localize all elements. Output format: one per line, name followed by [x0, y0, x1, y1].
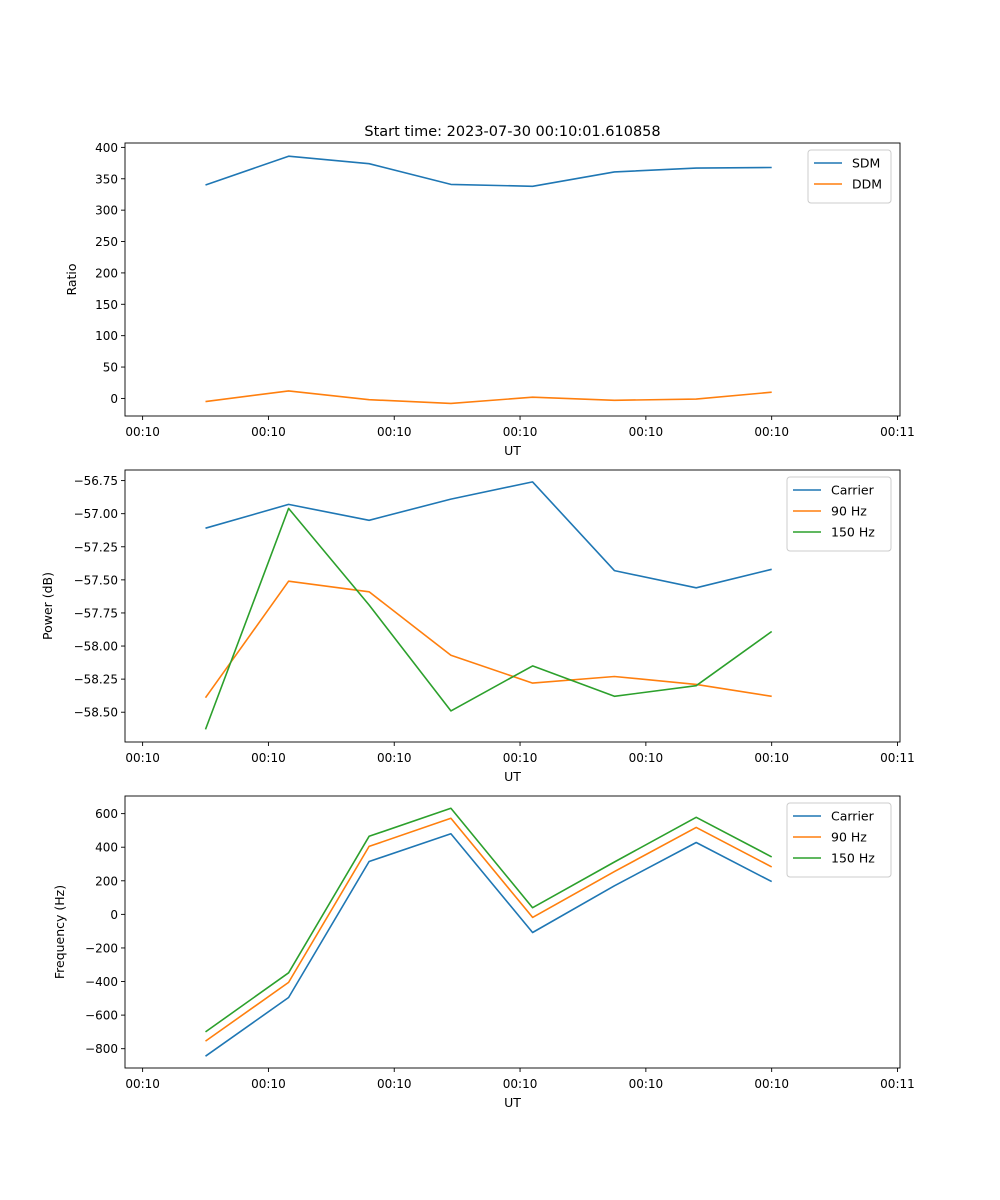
power-panel: −58.50 −58.25 −58.00 −57.75 −57.50 −57.25 −57.… — [40, 469, 915, 784]
y-tick-label: 50 — [103, 361, 118, 375]
y-tick-label: −400 — [85, 975, 118, 989]
x-tick-label: 00:10 — [251, 751, 286, 765]
y-tick-label: −57.00 — [74, 507, 118, 521]
x-tick-label: 00:10 — [251, 425, 286, 439]
x-tick-label: 00:10 — [503, 425, 538, 439]
plot-frame — [124, 142, 901, 417]
x-tick-label: 00:11 — [880, 425, 915, 439]
x-tick-label: 00:10 — [377, 1077, 412, 1091]
y-tick-label: 300 — [95, 204, 118, 218]
y-axis-label: Power (dB) — [40, 572, 55, 640]
y-tick-label: 0 — [110, 392, 118, 406]
legend-label: Carrier — [831, 483, 875, 498]
series-line-150-hz — [204, 507, 773, 730]
x-tick-label: 00:10 — [754, 751, 789, 765]
x-tick-label: 00:10 — [629, 751, 664, 765]
chart-title: Start time: 2023-07-30 00:10:01.610858 — [364, 124, 660, 140]
y-tick-label: 150 — [95, 298, 118, 312]
y-tick-label: 0 — [110, 908, 118, 922]
y-tick-label: −58.50 — [74, 706, 118, 720]
y-tick-label: 400 — [95, 841, 118, 855]
legend-label: SDM — [852, 156, 880, 171]
y-tick-label: −58.00 — [74, 640, 118, 654]
legend-label: 150 Hz — [831, 851, 875, 866]
y-tick-label: 200 — [95, 266, 118, 280]
y-tick-label: 100 — [95, 329, 118, 343]
y-tick-label: −58.25 — [74, 673, 118, 687]
y-tick-label: 250 — [95, 235, 118, 249]
x-tick-label: 00:10 — [125, 1077, 160, 1091]
x-tick-label: 00:10 — [503, 751, 538, 765]
x-axis-label: UT — [504, 1095, 521, 1110]
x-tick-label: 00:10 — [377, 425, 412, 439]
x-tick-label: 00:10 — [377, 751, 412, 765]
x-tick-label: 00:10 — [629, 1077, 664, 1091]
y-tick-label: 600 — [95, 807, 118, 821]
legend-label: Carrier — [831, 809, 875, 824]
y-tick-label: −600 — [85, 1009, 118, 1023]
plot-frame — [124, 795, 901, 1069]
y-tick-label: 350 — [95, 172, 118, 186]
x-tick-label: 00:10 — [125, 751, 160, 765]
y-tick-label: −57.50 — [74, 573, 118, 587]
x-tick-label: 00:10 — [251, 1077, 286, 1091]
y-tick-label: −57.25 — [74, 540, 118, 554]
series-line-90-hz — [204, 580, 772, 699]
x-tick-label: 00:10 — [754, 425, 789, 439]
series-line-carrier — [205, 481, 772, 589]
y-tick-label: −800 — [85, 1042, 118, 1056]
series-line-sdm — [205, 155, 772, 188]
series-line-carrier — [205, 832, 773, 1057]
y-tick-label: 400 — [95, 141, 118, 155]
x-tick-label: 00:10 — [629, 425, 664, 439]
legend-label: DDM — [852, 177, 882, 192]
x-axis-label: UT — [504, 443, 521, 458]
plot-frame — [124, 469, 901, 743]
x-tick-label: 00:10 — [754, 1077, 789, 1091]
x-tick-label: 00:10 — [503, 1077, 538, 1091]
y-tick-label: −200 — [85, 941, 118, 955]
x-tick-label: 00:10 — [125, 425, 160, 439]
x-tick-label: 00:11 — [880, 1077, 915, 1091]
frequency-panel: −800 −600 −400 −200 0 200 400 600 00:10 00:10 00:1… — [52, 795, 915, 1110]
legend-label: 90 Hz — [831, 504, 867, 519]
y-axis-label: Frequency (Hz) — [52, 885, 67, 979]
x-tick-label: 00:11 — [880, 751, 915, 765]
legend-label: 150 Hz — [831, 525, 875, 540]
ratio-panel: 0 50 100 150 200 250 300 350 400 00:10 00:10 00:10 0… — [64, 141, 915, 458]
y-axis-label: Ratio — [64, 263, 79, 295]
x-axis-label: UT — [504, 769, 521, 784]
series-line-90-hz — [205, 817, 773, 1042]
legend-label: 90 Hz — [831, 830, 867, 845]
y-tick-label: −56.75 — [74, 474, 118, 488]
series-line-ddm — [205, 390, 772, 405]
series-line-150-hz — [205, 807, 773, 1033]
y-tick-label: −57.75 — [74, 606, 118, 620]
y-tick-label: 200 — [95, 874, 118, 888]
